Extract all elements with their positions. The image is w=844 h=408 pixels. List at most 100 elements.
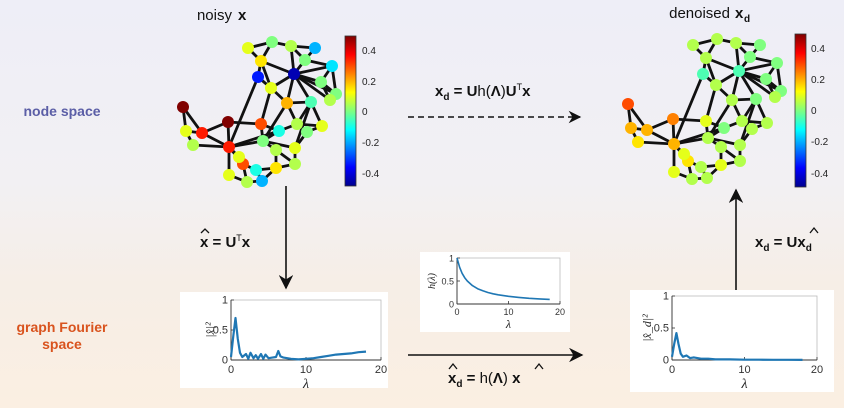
noisy-graph-node: [256, 175, 268, 187]
colorbar-right-tick-4: -0.2: [811, 137, 829, 148]
noisy-graph-edge: [228, 129, 280, 149]
filter-response-ytick-label: 1: [449, 254, 454, 264]
spectrum-denoised-background: [630, 290, 834, 392]
filter-response-ylabel: h(λ): [427, 272, 438, 289]
noisy-graph-node: [309, 42, 321, 54]
spectrum-denoised-xtick-label: 10: [738, 364, 750, 376]
denoised-graph-node: [771, 57, 783, 69]
spectrum-denoised-ytick-label: 0: [663, 355, 669, 367]
denoised-title: denoised: [669, 5, 730, 22]
noisy-graph-node: [257, 135, 269, 147]
denoised-graph-node: [734, 155, 746, 167]
filter-response-xtick-label: 20: [555, 307, 565, 317]
denoised-graph-node: [733, 65, 745, 77]
colorbar-right-tick-5: -0.4: [811, 169, 829, 180]
node-space-label: node space: [23, 103, 100, 119]
denoised-graph-node: [744, 51, 756, 63]
spectrum-denoised-ylabel: |x̂_d|²: [640, 314, 654, 342]
denoised-graph-node: [761, 117, 773, 129]
spectrum-noisy-ytick-label: 0: [222, 355, 228, 367]
denoised-subscript: d: [744, 14, 750, 25]
noisy-graph-edge: [259, 87, 273, 125]
denoised-symbol: x: [735, 5, 744, 22]
colorbar-right: 0.4 0.2 0 -0.2 -0.4: [794, 33, 829, 188]
noisy-graph-node: [196, 127, 208, 139]
spectrum-noisy-ylabel: |x̂|²: [203, 322, 217, 338]
denoised-graph-node: [710, 79, 722, 91]
denoised-graph-node: [695, 161, 707, 173]
denoised-graph-node: [718, 122, 730, 134]
filter-response-series-line: [456, 257, 550, 301]
denoised-graph-node: [700, 52, 712, 64]
denoised-graph-node: [769, 91, 781, 103]
denoised-graph-node: [625, 122, 637, 134]
filter-hat-2: [534, 362, 544, 370]
spectrum-denoised-xlabel: λ: [740, 377, 747, 392]
colorbar-left-tick-4: -0.2: [362, 138, 380, 149]
noisy-graph-edge: [227, 76, 260, 148]
spectrum-noisy-xtick-label: 20: [375, 364, 387, 376]
filter-response-ytick-label: 0.5: [441, 277, 454, 287]
denoised-graph-edge: [672, 73, 705, 145]
colorbar-left: 0.4 0.2 0 -0.2 -0.4: [344, 35, 380, 187]
noisy-graph-node: [285, 40, 297, 52]
filter-response-xtick-label: 10: [503, 307, 513, 317]
noisy-graph-node: [326, 60, 338, 72]
noisy-spectrum-plot: 1 0.5 00 10 20 λ |x̂|²: [180, 292, 388, 392]
denoised-graph-edge: [706, 99, 734, 139]
colorbar-right-tick-3: 0: [811, 106, 817, 117]
denoised-graph-node: [668, 166, 680, 178]
colorbar-right-tick-1: 0.4: [811, 44, 825, 55]
denoised-graph-node: [667, 113, 679, 125]
denoised-graph-node: [687, 39, 699, 51]
denoised-graph-node: [746, 123, 758, 135]
denoised-graph-node: [730, 37, 742, 49]
noisy-graph-node: [315, 76, 327, 88]
denoised-graph-node: [760, 73, 772, 85]
colorbar-right-gradient: [794, 33, 807, 188]
spectrum-denoised-ytick-label: 0.5: [654, 323, 669, 335]
denoised-graph: [622, 33, 787, 185]
colorbar-right-tick-2: 0.2: [811, 75, 825, 86]
spectrum-denoised-xtick-label: 20: [811, 364, 823, 376]
noisy-graph-node: [305, 96, 317, 108]
spectrum-noisy-xlabel: λ: [302, 377, 309, 392]
noisy-graph-node: [316, 120, 328, 132]
colorbar-left-tick-3: 0: [362, 107, 368, 118]
noisy-graph-node: [288, 68, 300, 80]
denoised-graph-node: [750, 93, 762, 105]
noisy-graph-node: [301, 126, 313, 138]
noisy-graph-node: [177, 101, 189, 113]
colorbar-left-gradient: [344, 35, 357, 187]
inverse-hat: [809, 226, 819, 234]
denoised-graph-node: [715, 159, 727, 171]
noisy-graph-node: [252, 71, 264, 83]
denoised-spectrum-plot: 1 0.5 00 10 20 λ |x̂_d|²: [630, 290, 834, 392]
noisy-graph: [177, 36, 342, 188]
filter-response-plot: 1 0.5 00 10 20 λ h(λ): [420, 252, 570, 332]
noisy-graph-node: [270, 162, 282, 174]
noisy-graph-node: [255, 55, 267, 67]
denoised-graph-node: [702, 132, 714, 144]
noisy-graph-node: [255, 118, 267, 130]
denoised-graph-node: [697, 68, 709, 80]
denoised-graph-node: [700, 115, 712, 127]
inverse-equation: xd = Uxd: [755, 234, 812, 254]
forward-equation: x = UTx: [200, 233, 251, 251]
denoised-graph-node: [715, 141, 727, 153]
denoised-graph-node: [701, 172, 713, 184]
noisy-graph-node: [281, 97, 293, 109]
fourier-space-label: space: [42, 336, 82, 352]
noisy-graph-node: [291, 118, 303, 130]
filter-response-xlabel: λ: [505, 317, 511, 331]
noisy-graph-node: [289, 158, 301, 170]
noisy-graph-node: [289, 142, 301, 154]
noisy-graph-edge: [293, 72, 331, 102]
denoised-graph-node: [736, 115, 748, 127]
denoised-graph-node: [622, 98, 634, 110]
denoised-graph-node: [632, 136, 644, 148]
forward-hat: [200, 228, 210, 234]
denoised-graph-node: [711, 33, 723, 45]
denoised-graph-edge: [673, 126, 725, 146]
